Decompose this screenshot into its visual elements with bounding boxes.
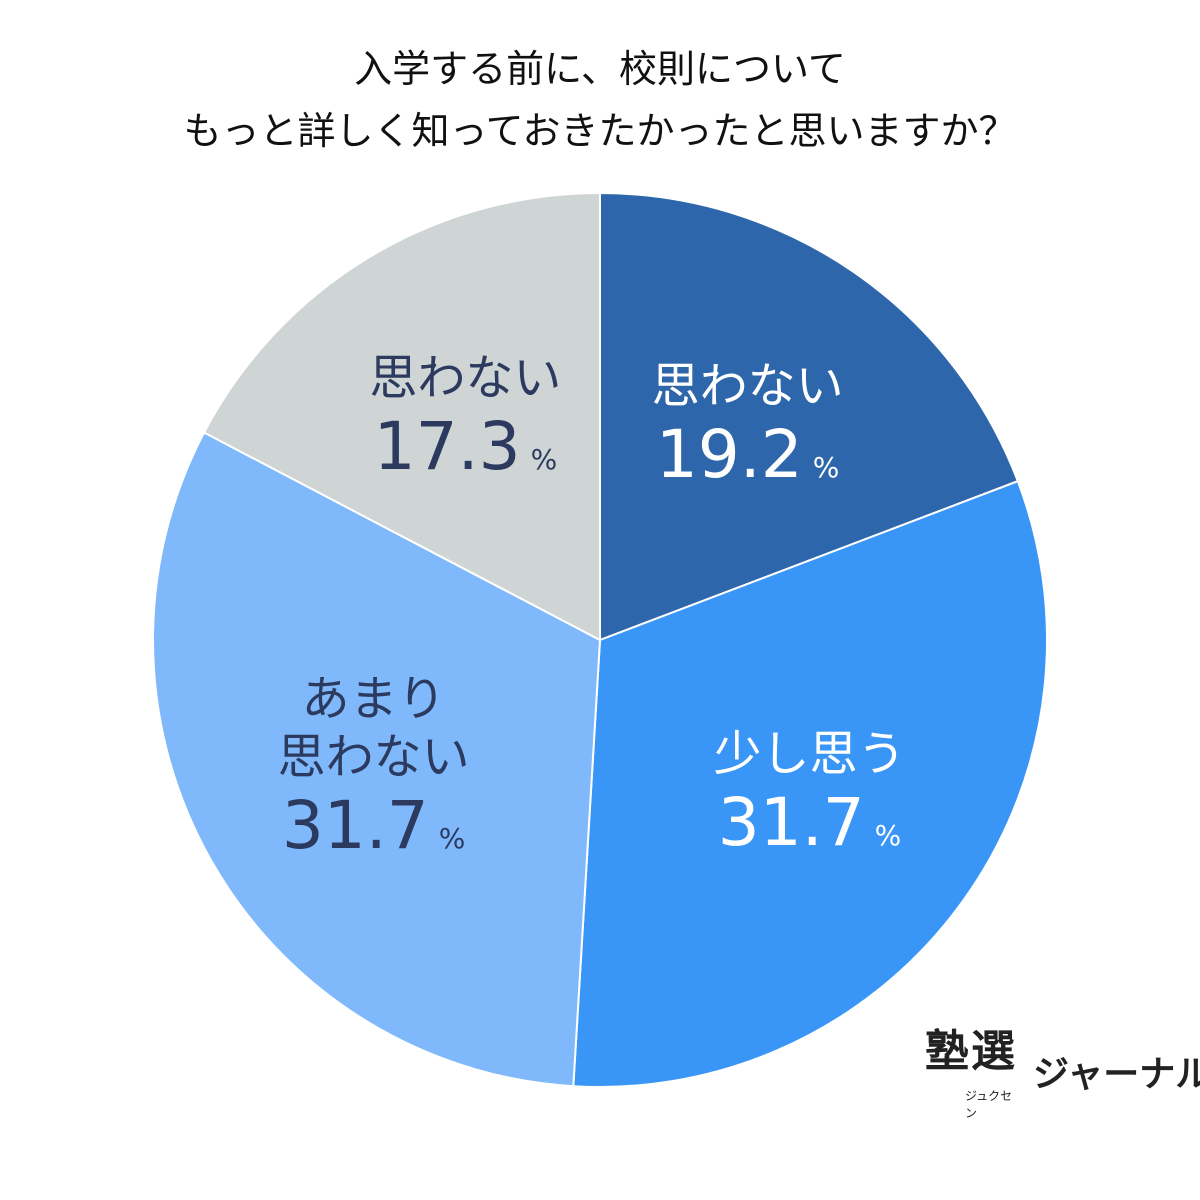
category-label: あまり 思わない: [277, 670, 470, 785]
value-label: 31.7: [717, 783, 865, 861]
pie-slice: [599, 191, 1020, 642]
title-line: もっと詳しく知っておきたかったと思いますか？: [183, 109, 1017, 153]
logo-main: 塾選: [925, 1026, 1017, 1077]
title-line: 入学する前に、校則について: [354, 47, 846, 91]
slice-label: 少し思う 31.7%: [714, 725, 906, 863]
category-label: 思わない: [369, 349, 562, 406]
slice-label: あまり 思わない 31.7%: [278, 670, 470, 866]
value-row: 17.3%: [369, 407, 561, 487]
value-row: 31.7%: [714, 783, 906, 863]
unit-label: %: [530, 442, 558, 476]
logo-reading: ジュクセン: [965, 1089, 1013, 1120]
pie-slice: [202, 191, 601, 642]
slice-label: 思わない 17.3%: [369, 349, 561, 487]
category-label: 少し思う: [713, 725, 906, 782]
value-label: 31.7: [281, 786, 429, 864]
chart-title: 入学する前に、校則について もっと詳しく知っておきたかったと思いますか？: [0, 38, 1200, 162]
value-row: 31.7%: [278, 786, 470, 866]
value-label: 19.2: [655, 415, 803, 493]
logo: 塾選 ジュクセン ジャーナル: [925, 1015, 1200, 1120]
slice-label: 思わない 19.2%: [652, 357, 844, 495]
category-label: 思わない: [651, 357, 844, 414]
value-label: 17.3: [373, 407, 521, 485]
logo-sub: ジャーナル: [1033, 1054, 1200, 1095]
unit-label: %: [438, 821, 466, 855]
pie-slice: [152, 431, 602, 1088]
unit-label: %: [874, 818, 902, 852]
value-row: 19.2%: [652, 415, 844, 495]
unit-label: %: [812, 450, 840, 484]
pie-slice: [572, 479, 1048, 1088]
